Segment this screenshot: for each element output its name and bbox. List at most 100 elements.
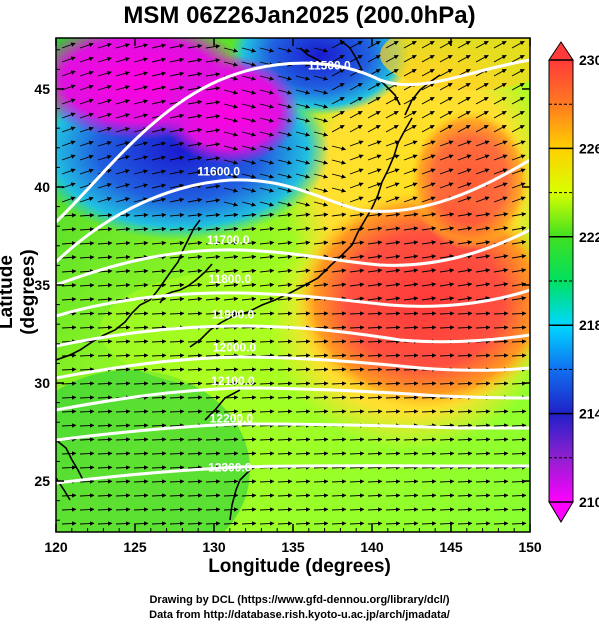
wind-arrow <box>493 353 509 358</box>
wind-arrow <box>115 43 130 49</box>
wind-arrow <box>241 173 257 179</box>
wind-arrow <box>79 297 95 302</box>
wind-arrow <box>403 110 417 119</box>
wind-arrow <box>457 54 471 63</box>
wind-arrow <box>169 282 185 288</box>
wind-arrow <box>457 110 471 119</box>
wind-arrow <box>295 212 311 218</box>
wind-arrow <box>295 521 311 526</box>
wind-arrow <box>385 124 399 133</box>
wind-arrow <box>313 187 329 193</box>
x-tick-label: 130 <box>202 539 226 555</box>
wind-arrow <box>187 339 203 344</box>
wind-arrow <box>349 311 365 316</box>
wind-arrow <box>385 282 401 287</box>
wind-arrow <box>61 381 77 386</box>
wind-arrow <box>331 395 347 400</box>
wind-arrow <box>313 339 329 344</box>
wind-arrow <box>511 226 527 231</box>
wind-arrow <box>133 367 149 372</box>
x-tick-label: 125 <box>123 539 147 555</box>
wind-arrow <box>259 117 275 123</box>
wind-arrow <box>511 437 527 442</box>
wind-arrow <box>151 409 167 414</box>
wind-arrow <box>169 521 185 526</box>
wind-arrow <box>295 381 311 386</box>
wind-arrow <box>115 268 131 274</box>
wind-arrow <box>241 311 257 316</box>
wind-arrow <box>169 71 185 77</box>
wind-arrow <box>169 479 185 484</box>
wind-arrow <box>241 381 257 386</box>
wind-arrow <box>313 75 329 81</box>
wind-arrow <box>205 128 221 133</box>
wind-arrow <box>223 479 239 484</box>
wind-arrow <box>97 465 113 470</box>
wind-arrow <box>241 268 257 274</box>
wind-arrow <box>403 465 419 470</box>
wind-arrow <box>223 103 239 109</box>
wind-arrow <box>223 367 239 372</box>
wind-arrow <box>403 296 419 301</box>
wind-arrow <box>313 226 329 232</box>
wind-arrow <box>313 240 329 246</box>
wind-arrow <box>97 381 113 386</box>
wind-arrow <box>169 113 185 119</box>
wind-arrow <box>79 112 94 119</box>
wind-arrow <box>349 325 365 330</box>
wind-arrow <box>223 268 239 274</box>
wind-arrow <box>223 437 239 442</box>
colorbar-tick-label: 230 <box>579 52 599 68</box>
wind-arrow <box>115 423 131 428</box>
wind-arrow <box>385 325 401 330</box>
wind-arrow <box>187 212 203 218</box>
wind-arrow <box>439 381 455 386</box>
wind-arrow <box>439 493 455 498</box>
wind-arrow <box>349 521 365 526</box>
wind-arrow <box>259 507 275 512</box>
wind-arrow <box>421 82 435 91</box>
wind-arrow <box>457 40 471 49</box>
wind-arrow <box>511 110 525 119</box>
wind-arrow <box>439 82 453 91</box>
wind-arrow <box>151 141 167 147</box>
wind-arrow <box>367 395 383 400</box>
wind-arrow <box>79 213 95 218</box>
wind-arrow <box>277 173 293 179</box>
wind-arrow <box>187 142 203 147</box>
wind-arrow <box>367 325 383 330</box>
wind-arrow <box>205 521 221 526</box>
wind-arrow <box>61 283 77 288</box>
wind-arrow <box>475 325 491 330</box>
wind-arrow <box>115 465 131 470</box>
wind-arrow <box>457 311 473 316</box>
wind-arrow <box>295 240 311 246</box>
wind-arrow <box>187 86 203 91</box>
wind-arrow <box>421 96 435 105</box>
wind-arrow <box>169 212 185 218</box>
wind-arrow <box>277 367 293 372</box>
wind-arrow <box>349 124 363 133</box>
wind-arrow <box>421 110 435 119</box>
wind-arrow <box>223 296 239 302</box>
wind-arrow <box>169 311 185 316</box>
wind-arrow <box>421 521 437 526</box>
wind-arrow <box>259 493 275 498</box>
wind-arrow <box>367 268 383 273</box>
wind-arrow <box>151 226 167 232</box>
wind-arrow <box>475 54 489 63</box>
wind-arrow <box>241 61 257 67</box>
wind-arrow <box>511 168 526 175</box>
wind-arrow <box>115 353 131 358</box>
wind-arrow <box>349 96 363 105</box>
wind-arrow <box>205 451 221 456</box>
wind-arrow <box>403 353 419 358</box>
wind-arrow <box>457 451 473 456</box>
wind-arrow <box>241 479 257 484</box>
wind-arrow <box>475 254 491 259</box>
wind-arrow <box>331 82 345 91</box>
wind-arrow <box>331 339 347 344</box>
wind-arrow <box>205 86 221 91</box>
wind-arrow <box>493 437 509 442</box>
wind-arrow <box>79 423 95 428</box>
